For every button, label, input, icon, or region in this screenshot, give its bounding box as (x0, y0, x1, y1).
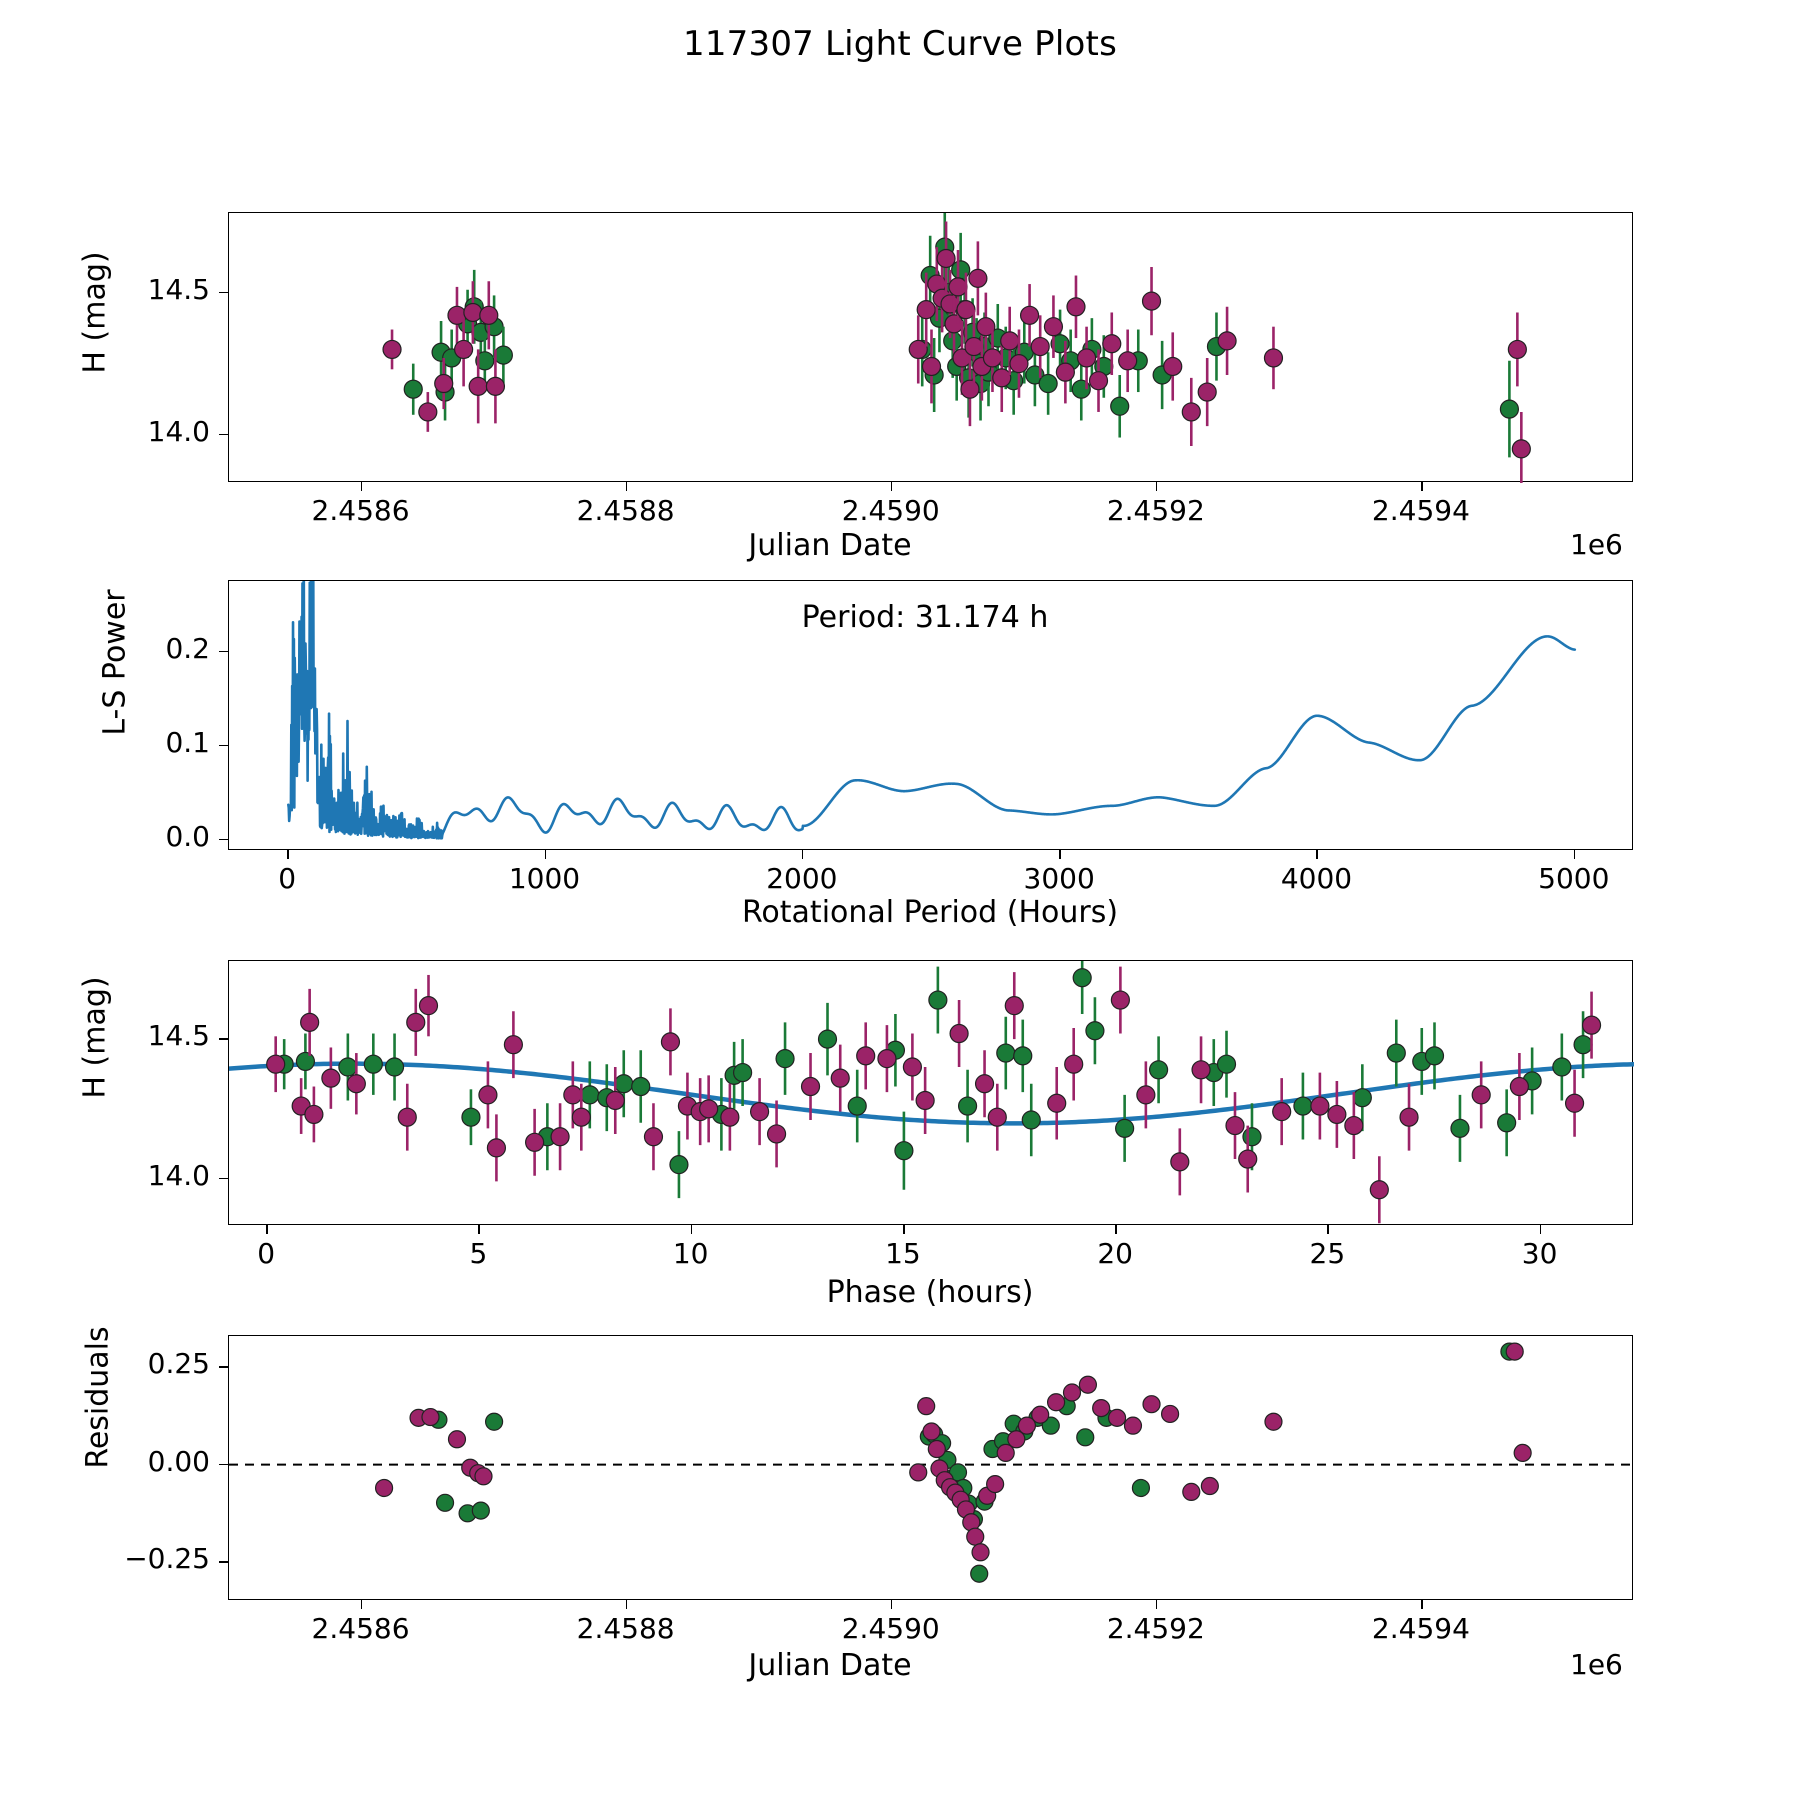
y-tick-label: 14.5 (147, 272, 210, 306)
x-tickmark (625, 1600, 628, 1609)
panel1-ylabel: H (mag) (77, 251, 113, 374)
y-tick-label: 14.0 (147, 414, 210, 448)
y-tickmark (219, 744, 228, 747)
panel1-xlabel: Julian Date (748, 528, 912, 563)
x-tick-label: 20 (1097, 1237, 1133, 1270)
x-tick-label: 2.4594 (1371, 1612, 1470, 1645)
x-tickmark (287, 850, 289, 859)
y-tickmark (219, 650, 228, 653)
y-tick-label: 0.25 (147, 1347, 210, 1381)
y-tickmark (219, 1366, 228, 1368)
panel2-xlabel: Rotational Period (Hours) (741, 895, 1119, 930)
x-tick-label: 2.4586 (311, 494, 410, 527)
x-tickmark (1155, 482, 1158, 491)
series-magenta-band (374, 1342, 1532, 1562)
panel3-xlabel: Phase (hours) (826, 1275, 1034, 1310)
panel4-xlabel: Julian Date (748, 1648, 912, 1683)
x-tick-label: 2.4590 (841, 1612, 940, 1645)
period-annotation: Period: 31.174 h (801, 600, 1049, 635)
x-tickmark (902, 1225, 905, 1234)
x-tickmark (1327, 1225, 1329, 1234)
x-tick-label: 2.4586 (311, 1612, 410, 1645)
panel3-axes (228, 960, 1634, 1225)
panel4-x-offset: 1e6 (1570, 1648, 1623, 1681)
panel1-axes (228, 212, 1633, 483)
x-tick-label: 5000 (1538, 862, 1610, 895)
y-tick-label: 0.0 (165, 819, 210, 853)
x-tick-label: 10 (672, 1237, 709, 1270)
y-tickmark (219, 433, 228, 436)
panel4-axes (228, 1335, 1634, 1600)
x-tick-label: 3000 (1023, 862, 1095, 895)
y-tickmark (219, 1038, 228, 1040)
x-tickmark (890, 482, 893, 491)
y-tick-label: 0.00 (147, 1444, 210, 1478)
x-tickmark (478, 1225, 481, 1234)
x-tickmark (1573, 850, 1576, 859)
x-tick-label: 2.4592 (1106, 494, 1205, 527)
y-tick-label: −0.25 (124, 1542, 210, 1576)
series-magenta-band (266, 966, 1602, 1224)
x-tickmark (1420, 1600, 1423, 1609)
x-tick-label: 0 (278, 862, 297, 895)
x-tick-label: 15 (885, 1237, 921, 1270)
x-tickmark (266, 1225, 268, 1234)
x-tick-label: 0 (257, 1237, 276, 1270)
x-tick-label: 4000 (1280, 862, 1353, 895)
x-tickmark (625, 482, 628, 491)
x-tickmark (1155, 1600, 1158, 1609)
panel4-ylabel: Residuals (80, 1326, 116, 1469)
y-tick-label: 14.5 (147, 1019, 210, 1053)
y-tickmark (219, 1177, 228, 1180)
x-tick-label: 5 (469, 1237, 488, 1270)
x-tick-label: 1000 (508, 862, 581, 895)
x-tickmark (360, 1600, 363, 1609)
x-tickmark (1539, 1225, 1542, 1234)
x-tick-label: 2.4590 (841, 494, 940, 527)
x-tickmark (544, 850, 547, 859)
x-tick-label: 25 (1309, 1237, 1346, 1270)
y-tickmark (219, 1561, 228, 1563)
figure-title: 117307 Light Curve Plots (683, 24, 1117, 64)
x-tick-label: 2.4588 (576, 1612, 675, 1645)
series-magenta-band (382, 221, 1531, 483)
x-tickmark (801, 850, 804, 859)
x-tick-label: 2000 (766, 862, 838, 895)
x-tick-label: 30 (1521, 1237, 1558, 1270)
panel1-x-offset: 1e6 (1570, 528, 1623, 561)
x-tick-label: 2.4592 (1106, 1612, 1205, 1645)
x-tickmark (690, 1225, 693, 1234)
x-tickmark (1059, 850, 1061, 859)
y-tickmark (219, 1463, 228, 1466)
y-tickmark (219, 291, 228, 294)
y-tick-label: 0.2 (165, 631, 210, 665)
y-tick-label: 14.0 (147, 1158, 210, 1192)
x-tickmark (360, 482, 363, 491)
x-tick-label: 2.4594 (1371, 494, 1470, 527)
y-tickmark (219, 838, 228, 841)
x-tickmark (1115, 1225, 1117, 1234)
x-tickmark (890, 1600, 893, 1609)
panel2-axes (228, 580, 1633, 850)
series-green-band (274, 961, 1593, 1199)
y-tick-label: 0.1 (165, 725, 210, 759)
x-tickmark (1316, 850, 1319, 859)
x-tickmark (1420, 482, 1423, 491)
x-tick-label: 2.4588 (576, 494, 675, 527)
